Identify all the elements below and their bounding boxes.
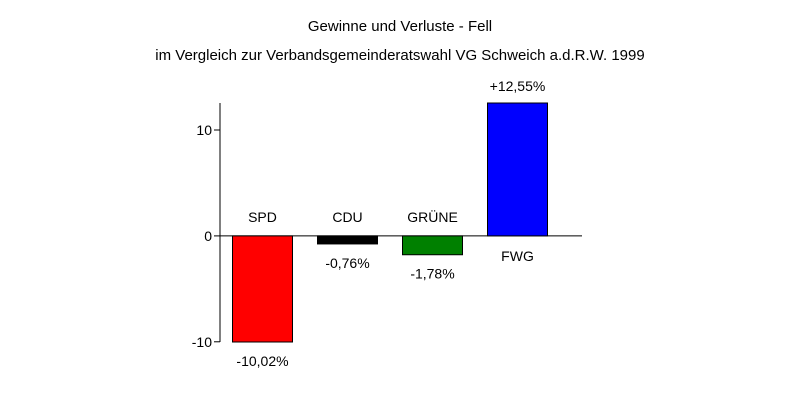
category-label: FWG <box>501 248 534 264</box>
bar <box>317 235 378 245</box>
y-tick-label: 10 <box>196 122 212 138</box>
category-label: GRÜNE <box>407 208 458 225</box>
bar <box>232 235 293 343</box>
y-tick-label: 0 <box>204 228 212 244</box>
category-label: SPD <box>248 209 277 225</box>
value-label: +12,55% <box>490 78 546 94</box>
value-label: -10,02% <box>236 353 288 369</box>
category-label: CDU <box>332 209 362 225</box>
value-label: -0,76% <box>325 255 369 271</box>
value-label: -1,78% <box>410 266 454 282</box>
bar-labels: SPD -10,02% CDU -0,76% GRÜNE -1,78% FWG +12,55% <box>236 78 545 369</box>
bars <box>232 102 548 343</box>
chart-title: Gewinne und Verluste - Fell <box>307 18 493 35</box>
y-axis-ticks: 10 0 -10 <box>192 122 220 350</box>
y-tick-label: -10 <box>192 334 212 350</box>
bar <box>402 235 463 256</box>
bar <box>487 102 548 237</box>
chart-subtitle: im Vergleich zur Verbandsgemeinderatswah… <box>155 47 645 64</box>
